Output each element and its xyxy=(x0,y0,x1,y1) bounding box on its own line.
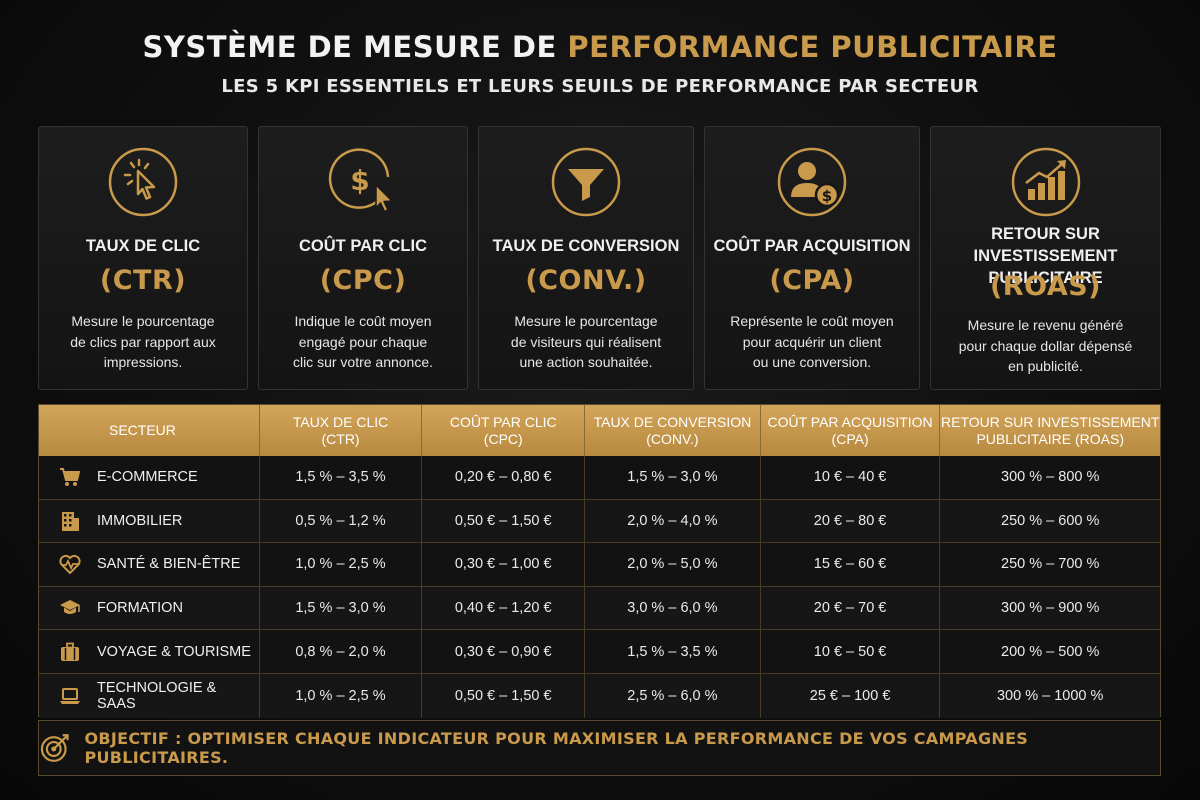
table-row: IMMOBILIER 0,5 % – 1,2 % 0,50 € – 1,50 €2,… xyxy=(39,499,1160,544)
user-dollar-icon: $ xyxy=(777,147,847,217)
kpi-card-conv: TAUX DE CONVERSION (CONV.) Mesure le pou… xyxy=(478,126,694,390)
kpi-abbr: (CPA) xyxy=(769,265,855,296)
objective-text: OBJECTIF : OPTIMISER CHAQUE INDICATEUR P… xyxy=(84,729,1029,767)
cell-cpc: 0,20 € – 0,80 € xyxy=(422,456,586,499)
cell-ctr: 1,0 % – 2,5 % xyxy=(260,543,423,586)
table-row: TECHNOLOGIE & SAAS 1,0 % – 2,5 % 0,50 € – … xyxy=(39,673,1160,718)
kpi-description: Représente le coût moyen pour acquérir un… xyxy=(730,313,894,370)
cell-roas: 300 % – 900 % xyxy=(1001,600,1100,617)
suitcase-icon xyxy=(59,641,81,663)
cell-ctr: 1,5 % – 3,5 % xyxy=(260,456,423,499)
cell-ctr: 0,8 % – 2,0 % xyxy=(260,630,423,673)
cell-conv: 2,5 % – 6,0 % xyxy=(585,673,761,718)
cell-cpa: 20 € – 70 € xyxy=(761,586,941,630)
kpi-description: Indique le coût moyen engagé pour chaque c… xyxy=(292,313,434,370)
cell-cpa: 25 € – 100 € xyxy=(761,673,941,718)
kpi-name: COÛT PAR ACQUISITION xyxy=(713,237,911,255)
cell-cpc: 0,40 € – 1,20 € xyxy=(422,586,586,630)
title-accent: PERFORMANCE PUBLICITAIRE xyxy=(567,30,1058,64)
kpi-card-ctr: TAUX DE CLIC (CTR) Mesure le pourcentage… xyxy=(38,126,248,390)
kpi-abbr: (CONV.) xyxy=(525,265,647,296)
cart-icon xyxy=(59,466,81,488)
cell-roas: 300 % – 800 % xyxy=(1001,469,1100,486)
kpi-card-cpa: $ COÛT PAR ACQUISITION (CPA) Représente … xyxy=(704,126,920,390)
dollar-cursor-icon: $ xyxy=(328,148,393,213)
kpi-name: RETOUR SUR INVESTISSEMENT PUBLICITAIRE xyxy=(973,225,1118,287)
sector-name: IMMOBILIER xyxy=(97,512,183,529)
kpi-description: Mesure le pourcentage de visiteurs qui ré… xyxy=(510,313,662,370)
cell-sector: VOYAGE & TOURISME xyxy=(39,630,260,673)
kpi-card-roas: RETOUR SUR INVESTISSEMENT PUBLICITAIRE (R… xyxy=(930,126,1161,390)
page-title: SYSTÈME DE MESURE DE PERFORMANCE PUBLICI… xyxy=(0,30,1200,64)
graduation-cap-icon xyxy=(59,597,81,619)
laptop-icon xyxy=(59,685,81,707)
kpi-abbr: (ROAS) xyxy=(989,271,1102,302)
cell-roas: 250 % – 600 % xyxy=(1001,512,1100,529)
cell-sector: E-COMMERCE xyxy=(39,456,260,499)
header-cpc: COÛT PAR CLIC (CPC) xyxy=(422,405,586,456)
header-sector: SECTEUR xyxy=(39,405,260,456)
kpi-name: COÛT PAR CLIC xyxy=(298,237,428,255)
sector-name: E-COMMERCE xyxy=(97,469,198,486)
growth-chart-icon xyxy=(1011,147,1080,217)
table-row: VOYAGE & TOURISME 0,8 % – 2,0 % 0,30 € – 0… xyxy=(39,630,1160,674)
svg-text:$: $ xyxy=(822,187,832,205)
kpi-description: Mesure le pourcentage de clics par rappor… xyxy=(70,313,216,370)
title-main: SYSTÈME DE MESURE DE xyxy=(142,30,568,64)
target-icon xyxy=(40,734,69,762)
kpi-abbr: (CTR) xyxy=(99,265,187,296)
cell-cpc: 0,30 € – 1,00 € xyxy=(422,543,586,586)
cell-cpc: 0,30 € – 0,90 € xyxy=(422,630,586,673)
cell-sector: TECHNOLOGIE & SAAS xyxy=(39,673,260,718)
cell-roas: 200 % – 500 % xyxy=(1001,643,1100,660)
cell-cpa: 10 € – 40 € xyxy=(761,456,941,499)
sector-benchmark-table: SECTEUR TAUX DE CLIC (CTR) COÛT PAR CLIC(… xyxy=(38,404,1161,718)
header-ctr: TAUX DE CLIC (CTR) xyxy=(260,405,423,456)
table-row: FORMATION 1,5 % – 3,0 % 0,40 € – 1,20 €3,0… xyxy=(39,586,1160,631)
funnel-icon xyxy=(551,147,621,217)
objective-banner: OBJECTIF : OPTIMISER CHAQUE INDICATEUR P… xyxy=(38,720,1161,776)
cell-conv: 1,5 % – 3,5 % xyxy=(585,630,761,673)
cell-cpa: 20 € – 80 € xyxy=(761,499,941,543)
cell-roas: 300 % – 1000 % xyxy=(996,687,1104,704)
kpi-description: Mesure le revenu généré pour chaque dolla… xyxy=(958,317,1133,374)
table-body: E-COMMERCE 1,5 % – 3,5 % 0,20 € – 0,80 €1,… xyxy=(39,456,1160,718)
kpi-name: TAUX DE CONVERSION xyxy=(492,237,680,255)
cell-conv: 3,0 % – 6,0 % xyxy=(585,586,761,630)
header-conv: TAUX DE CONVERSION (CONV.) xyxy=(585,405,761,456)
cell-conv: 2,0 % – 4,0 % xyxy=(585,499,761,543)
cell-sector: SANTÉ & BIEN-ÊTRE xyxy=(39,543,260,586)
sector-name: TECHNOLOGIE & SAAS xyxy=(97,679,217,712)
cell-conv: 1,5 % – 3,0 % xyxy=(585,456,761,499)
table-row: SANTÉ & BIEN-ÊTRE 1,0 % – 2,5 % 0,30 € – 1… xyxy=(39,543,1160,587)
kpi-name: TAUX DE CLIC xyxy=(85,237,201,255)
kpi-card-cpc: $ COÛT PAR CLIC (CPC) Indique le coût mo… xyxy=(258,126,468,390)
heart-pulse-icon xyxy=(59,553,81,575)
header-cpa: COÛT PAR ACQUISITION (CPA) xyxy=(761,405,941,456)
cell-cpa: 10 € – 50 € xyxy=(761,630,941,673)
click-cursor-icon xyxy=(108,147,178,217)
building-icon xyxy=(59,510,81,532)
cell-cpc: 0,50 € – 1,50 € xyxy=(422,499,586,543)
table-row: E-COMMERCE 1,5 % – 3,5 % 0,20 € – 0,80 €1,… xyxy=(39,456,1160,500)
cell-ctr: 1,5 % – 3,0 % xyxy=(260,586,423,630)
cell-ctr: 0,5 % – 1,2 % xyxy=(260,499,423,543)
svg-text:$: $ xyxy=(350,164,369,197)
cell-sector: IMMOBILIER xyxy=(39,499,260,543)
cell-ctr: 1,0 % – 2,5 % xyxy=(260,673,423,718)
cell-cpa: 15 € – 60 € xyxy=(761,543,941,586)
cell-conv: 2,0 % – 5,0 % xyxy=(585,543,761,586)
cell-cpc: 0,50 € – 1,50 € xyxy=(422,673,586,718)
sector-name: SANTÉ & BIEN-ÊTRE xyxy=(97,556,241,573)
cell-roas: 250 % – 700 % xyxy=(1001,556,1100,573)
cell-sector: FORMATION xyxy=(39,586,260,630)
page-subtitle: LES 5 KPI ESSENTIELS ET LEURS SEUILS DE … xyxy=(221,76,979,97)
table-header: SECTEUR TAUX DE CLIC (CTR) COÛT PAR CLIC(… xyxy=(39,405,1160,456)
sector-name: FORMATION xyxy=(97,600,183,617)
kpi-abbr: (CPC) xyxy=(319,265,407,296)
header-roas: RETOUR SUR INVESTISSEMENT PUBLICITAIRE (R… xyxy=(941,413,1160,447)
sector-name: VOYAGE & TOURISME xyxy=(97,643,251,660)
